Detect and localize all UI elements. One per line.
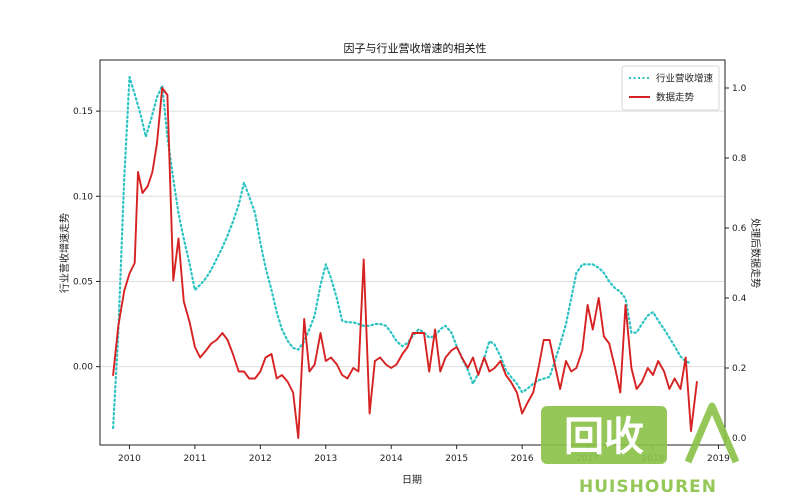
x-tick-label-6: 2016 <box>511 454 534 464</box>
recycle-arrow-icon <box>684 402 740 464</box>
legend-box <box>621 65 720 111</box>
series-layer <box>111 75 698 439</box>
x-tick-label-4: 2014 <box>380 454 403 464</box>
y-left-axis-label: 行业营收增速走势 <box>58 213 71 293</box>
y-left-tick-label-3: 0.15 <box>73 107 93 117</box>
y-left-tick-label-0: 0.00 <box>73 363 93 373</box>
y-left-tick-label-2: 0.10 <box>73 192 93 202</box>
watermark-logo-box <box>541 406 667 464</box>
y-right-axis-ticks: 0.0 0.2 0.4 0.6 0.8 1.0 <box>725 84 747 444</box>
watermark-brand-text: HUISHOUREN <box>579 477 717 497</box>
watermark-logo-text: 回收 <box>564 414 644 460</box>
series-line-0 <box>111 75 693 430</box>
series-line-1 <box>112 87 698 439</box>
x-tick-label-0: 2010 <box>118 454 141 464</box>
y-left-axis-ticks: 0.00 0.05 0.10 0.15 <box>73 107 100 373</box>
x-tick-label-1: 2011 <box>183 454 206 464</box>
y-right-tick-label-2: 0.4 <box>732 294 747 304</box>
y-right-axis-label: 处理后数据走势 <box>749 218 762 288</box>
watermark: 回收 HUISHOUREN <box>541 402 740 497</box>
y-right-tick-label-5: 1.0 <box>732 84 747 94</box>
chart-title: 因子与行业营收增速的相关性 <box>344 41 487 55</box>
legend: 行业营收增速 数据走势 <box>621 65 720 111</box>
x-axis-label: 日期 <box>402 474 422 486</box>
y-left-tick-label-1: 0.05 <box>73 277 93 287</box>
legend-label-industry: 行业营收增速 <box>656 73 714 85</box>
y-right-tick-label-3: 0.6 <box>732 224 747 234</box>
plot-frame <box>99 59 726 446</box>
y-right-tick-label-1: 0.2 <box>732 364 746 374</box>
gridlines <box>100 110 725 368</box>
x-tick-label-5: 2015 <box>445 454 468 464</box>
y-right-tick-label-4: 0.8 <box>732 154 747 164</box>
x-tick-label-9: 2019 <box>707 454 730 464</box>
x-tick-label-3: 2013 <box>314 454 337 464</box>
x-tick-label-2: 2012 <box>249 454 272 464</box>
y-right-tick-label-0: 0.0 <box>732 434 747 444</box>
legend-label-data: 数据走势 <box>656 92 695 104</box>
